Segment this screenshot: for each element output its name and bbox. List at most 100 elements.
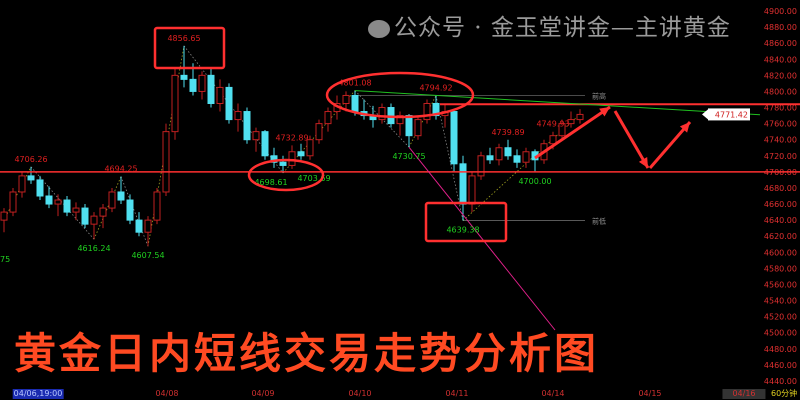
arrow-head-icon xyxy=(599,107,610,117)
pivot-label: 4732.89 xyxy=(275,133,308,142)
y-tick-label: 4720.00 xyxy=(764,152,797,161)
watermark-text: 公众号 · 金玉堂讲金—主讲黄金 xyxy=(394,15,731,41)
candle-body xyxy=(378,107,386,121)
watermark: 公众号 · 金玉堂讲金—主讲黄金 xyxy=(368,8,731,42)
pivot-label: 4698.61 xyxy=(254,178,287,187)
y-tick-label: 4440.00 xyxy=(764,377,797,386)
candle-body xyxy=(54,199,62,205)
y-tick-label: 4500.00 xyxy=(764,329,797,338)
candle-body xyxy=(396,115,404,125)
y-tick-label: 4780.00 xyxy=(764,104,797,113)
pivot-label: 4730.75 xyxy=(392,152,425,161)
y-tick-label: 4740.00 xyxy=(764,136,797,145)
candle-body xyxy=(180,74,188,80)
y-tick-label: 4560.00 xyxy=(764,280,797,289)
arrow-shaft xyxy=(613,110,650,169)
candle-body xyxy=(450,111,458,165)
overlay-title: 黄金日内短线交易走势分析图 xyxy=(14,329,600,378)
candle-body xyxy=(135,219,143,233)
candle-body xyxy=(486,155,494,161)
pivot-label: 4706.26 xyxy=(14,155,47,164)
candle-body xyxy=(126,199,134,221)
candle-body xyxy=(72,207,80,213)
y-tick-label: 4900.00 xyxy=(764,7,797,16)
arrow-shaft xyxy=(648,121,692,169)
candle-body xyxy=(576,113,584,121)
trendline xyxy=(354,90,761,116)
y-tick-label: 4820.00 xyxy=(764,71,797,80)
arrow-shaft xyxy=(534,105,611,160)
candle-body xyxy=(18,175,26,193)
x-tick-label: 04/08 xyxy=(155,389,179,398)
candle-body xyxy=(225,86,233,121)
candle-body xyxy=(63,199,71,213)
pivot-label: 4639.38 xyxy=(446,226,479,235)
candle-body xyxy=(252,131,260,141)
candle-body xyxy=(306,139,314,157)
y-tick-label: 4840.00 xyxy=(764,55,797,64)
annotation-box xyxy=(424,201,508,243)
candle-body xyxy=(0,211,8,221)
period-selector[interactable]: 60分钟 xyxy=(771,389,798,398)
candle-body xyxy=(414,119,422,137)
pivot-label: 4856.65 xyxy=(167,34,200,43)
candle-body xyxy=(216,86,224,104)
candle-body xyxy=(432,103,440,117)
candle-body xyxy=(477,155,485,177)
y-tick-label: 4580.00 xyxy=(764,264,797,273)
candle-body xyxy=(270,155,278,163)
candle-body xyxy=(45,195,53,205)
annotation-ellipse xyxy=(325,71,475,119)
y-tick-label: 4860.00 xyxy=(764,39,797,48)
candle-body xyxy=(423,103,431,121)
y-tick-label: 4620.00 xyxy=(764,232,797,241)
zigzag-segment xyxy=(408,95,437,148)
y-tick-label: 4660.00 xyxy=(764,200,797,209)
candle-body xyxy=(153,191,161,221)
candle-body xyxy=(342,94,350,104)
candle-body xyxy=(558,123,566,137)
y-tick-label: 4480.00 xyxy=(764,345,797,354)
candle-body xyxy=(549,135,557,145)
candle-body xyxy=(513,155,521,163)
pivot-label: 4616.24 xyxy=(77,244,110,253)
candle-body xyxy=(189,78,197,92)
candle-body xyxy=(324,111,332,125)
candle-body xyxy=(522,151,530,163)
candle-body xyxy=(279,161,287,166)
last-price-pointer xyxy=(702,109,708,120)
candle-body xyxy=(315,123,323,141)
y-tick-label: 4760.00 xyxy=(764,120,797,129)
pivot-label: 4700.00 xyxy=(518,177,551,186)
candle-body xyxy=(108,191,116,209)
candle-body xyxy=(207,74,215,104)
candle-body xyxy=(288,151,296,166)
pivot-label: 4703.69 xyxy=(297,174,330,183)
candle-body xyxy=(36,179,44,197)
y-tick-label: 4540.00 xyxy=(764,297,797,306)
y-tick-label: 4600.00 xyxy=(764,248,797,257)
candle-body xyxy=(9,191,17,213)
zigzag-segment xyxy=(3,166,32,221)
x-tick-label: 04/15 xyxy=(638,389,662,398)
zigzag-segment xyxy=(435,95,464,221)
zigzag-segment xyxy=(120,176,149,247)
pivot-label: 4739.89 xyxy=(491,128,524,137)
pivot-label: 75 xyxy=(0,255,10,264)
candle-body xyxy=(297,151,305,157)
candle-body xyxy=(27,175,35,181)
arrow-head-icon xyxy=(638,157,648,168)
trendline-magenta xyxy=(408,146,556,331)
y-tick-label: 4520.00 xyxy=(764,313,797,322)
ref-line-label: 前低 xyxy=(592,217,606,226)
annotation-box xyxy=(153,26,226,70)
candle-body xyxy=(567,119,575,125)
candle-body xyxy=(144,219,152,233)
candle-body xyxy=(117,191,125,201)
pivot-label: 4607.54 xyxy=(131,251,164,260)
last-price-label: 4771.42 xyxy=(715,110,748,119)
candle-body xyxy=(459,163,467,205)
candle-body xyxy=(351,94,359,113)
x-tick-label: 04/10 xyxy=(348,389,372,398)
candle-body xyxy=(495,147,503,161)
